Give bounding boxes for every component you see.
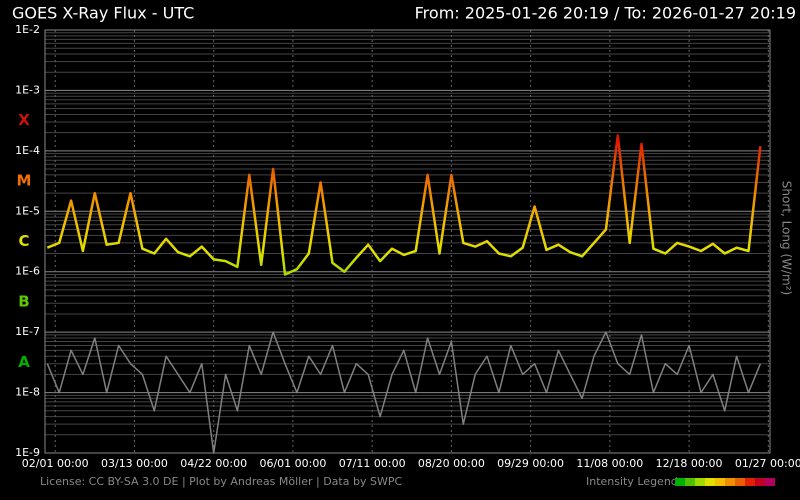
footer-credits: License: CC BY-SA 3.0 DE | Plot by Andre… (40, 475, 402, 488)
legend-swatch (755, 478, 765, 486)
legend-swatch (715, 478, 725, 486)
legend-swatch (735, 478, 745, 486)
y-tick-label: 1E-2 (15, 23, 40, 36)
legend-swatch (765, 478, 775, 486)
x-tick-label: 09/29 00:00 (497, 457, 564, 470)
legend-swatch (705, 478, 715, 486)
legend-title: Intensity Legend (586, 475, 678, 488)
y-axis-label: Short, Long (W/m²) (780, 181, 794, 295)
y-tick-label: 1E-3 (15, 83, 40, 96)
y-tick-label: 1E-5 (15, 204, 40, 217)
x-tick-label: 12/18 00:00 (656, 457, 723, 470)
legend-swatch (695, 478, 705, 486)
series-line (46, 134, 762, 276)
y-tick-label: 1E-9 (15, 446, 40, 459)
x-tick-label: 06/01 00:00 (259, 457, 326, 470)
plot-frame (44, 29, 771, 454)
chart-title: GOES X-Ray Flux - UTC (12, 4, 194, 23)
y-tick-label: 1E-8 (15, 386, 40, 399)
x-tick-label: 01/27 00:00 (735, 457, 800, 470)
legend-swatch (745, 478, 755, 486)
flare-class-label: B (18, 292, 29, 310)
flare-class-label: X (18, 111, 30, 129)
y-tick-label: 1E-4 (15, 144, 40, 157)
x-tick-label: 03/13 00:00 (101, 457, 168, 470)
chart-subtitle: From: 2025-01-26 20:19 / To: 2026-01-27 … (415, 4, 796, 23)
x-tick-label: 04/22 00:00 (180, 457, 247, 470)
x-tick-label: 11/08 00:00 (576, 457, 643, 470)
legend-swatch (725, 478, 735, 486)
flare-class-label: A (18, 353, 30, 371)
x-tick-label: 08/20 00:00 (418, 457, 485, 470)
flare-class-label: M (17, 172, 32, 190)
x-tick-label: 07/11 00:00 (339, 457, 406, 470)
series-line (46, 331, 762, 454)
y-tick-label: 1E-7 (15, 325, 40, 338)
flare-class-label: C (18, 232, 29, 250)
legend-swatch (675, 478, 685, 486)
x-tick-label: 02/01 00:00 (22, 457, 89, 470)
y-tick-label: 1E-6 (15, 265, 40, 278)
legend-swatch (685, 478, 695, 486)
